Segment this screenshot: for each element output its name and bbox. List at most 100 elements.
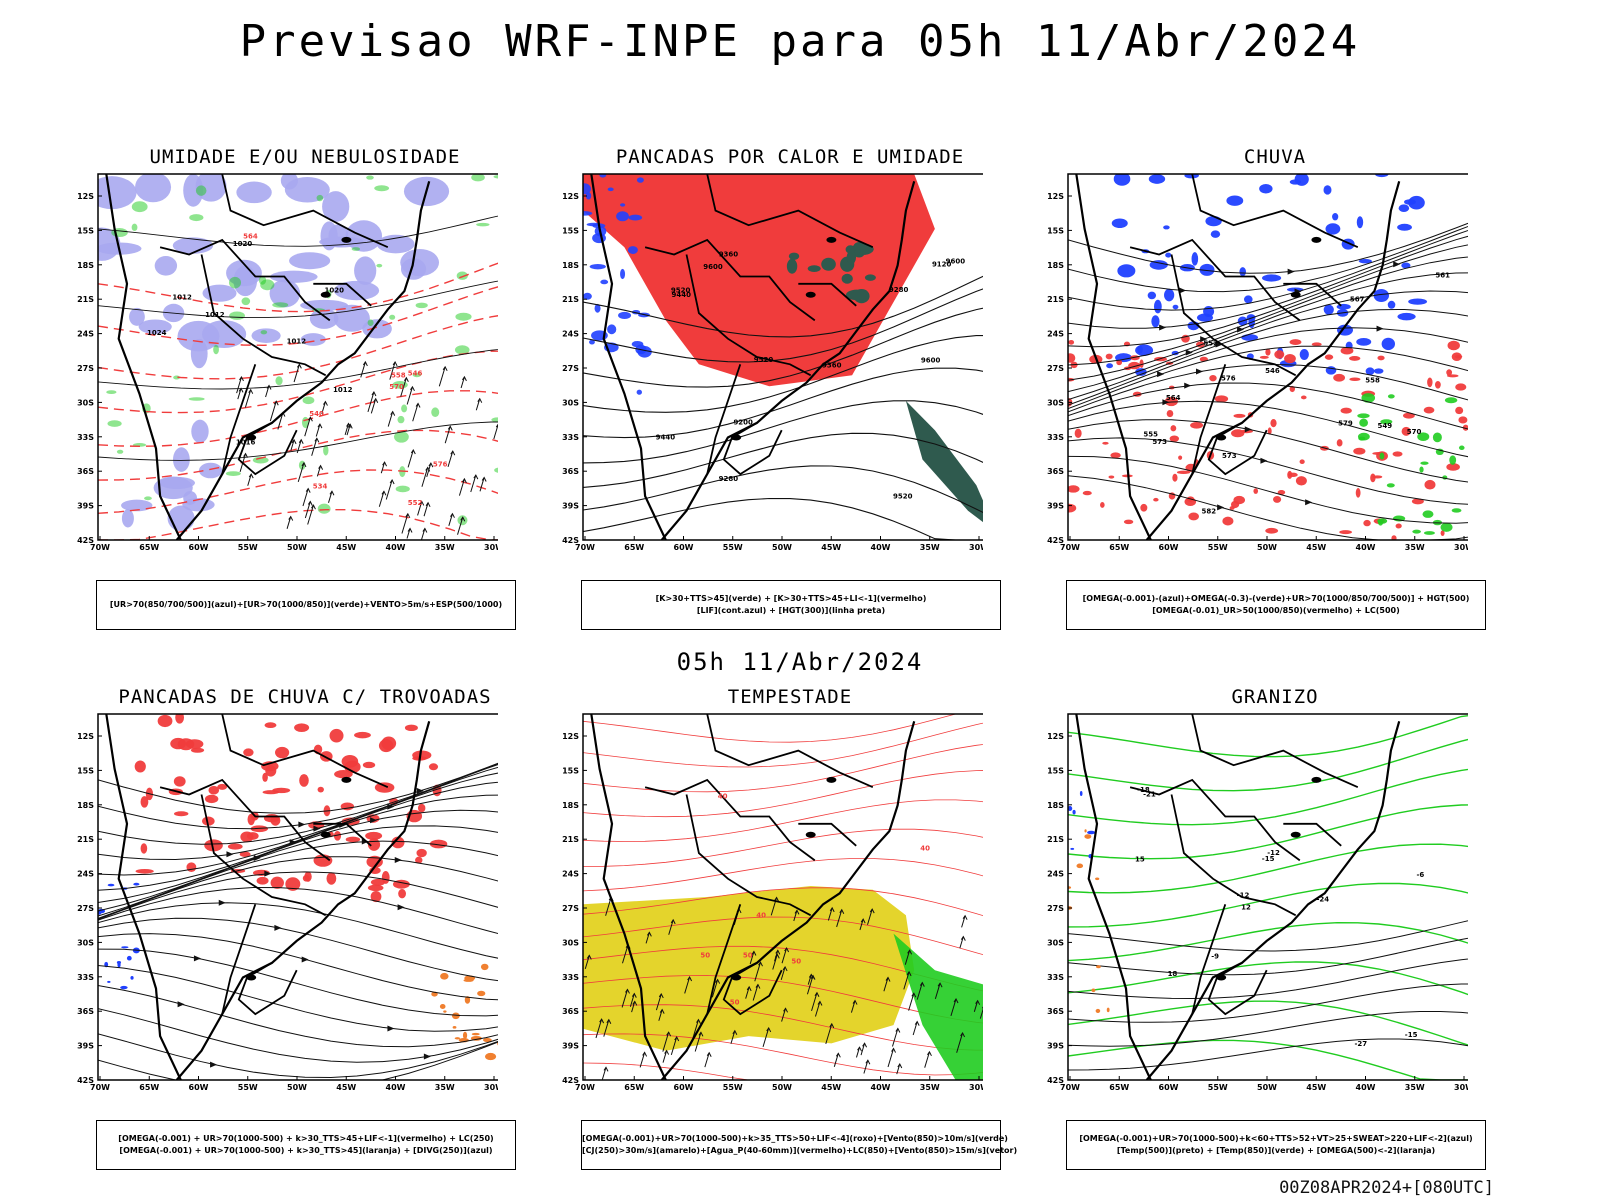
contour-line — [98, 286, 498, 347]
lat-label: 39S — [77, 502, 94, 511]
contour-line — [1068, 843, 1468, 894]
contour-label: 12 — [1241, 903, 1251, 911]
wind-vector-head — [442, 365, 448, 372]
lon-label: 60W — [674, 1083, 694, 1092]
wind-vector — [423, 502, 429, 517]
country-border — [706, 904, 742, 1015]
contour-label: 9360 — [719, 250, 739, 258]
field-blob — [841, 273, 853, 284]
wind-vector — [924, 1051, 930, 1068]
wind-vector — [370, 398, 377, 414]
contour-label: 576 — [1221, 374, 1236, 382]
field-blob — [227, 843, 243, 850]
wind-vector-head — [658, 992, 664, 999]
streamline — [1068, 229, 1468, 311]
country-border — [313, 822, 372, 847]
field-blob — [289, 252, 331, 270]
field-blob — [1068, 485, 1080, 493]
wind-vector-head — [829, 906, 835, 913]
contour-line — [583, 288, 983, 363]
field-blob — [269, 270, 318, 283]
field-blob — [1102, 441, 1109, 445]
field-blob — [415, 302, 428, 309]
coastline-west — [105, 714, 182, 1080]
field-blob — [389, 314, 396, 320]
wind-vector-head — [462, 375, 467, 382]
wind-vector-head — [329, 490, 335, 496]
streamline — [98, 948, 498, 1017]
wind-vector-head — [296, 363, 302, 369]
wind-vector-head — [783, 1007, 789, 1013]
lon-label: 50W — [287, 543, 307, 552]
field-blob — [294, 723, 310, 732]
country-border — [221, 174, 389, 249]
lat-label: 21S — [1047, 835, 1064, 844]
field-blob — [1324, 354, 1334, 360]
wind-vector — [629, 993, 635, 1007]
field-blob — [1462, 424, 1468, 431]
country-border — [1129, 238, 1301, 322]
contour-label: 1020 — [324, 286, 344, 294]
contour-label: 9600 — [921, 357, 941, 365]
field-blob — [398, 888, 406, 899]
country-border — [200, 254, 327, 377]
streamline — [1068, 235, 1468, 329]
contour-label: 540 — [309, 410, 324, 418]
wind-vector-head — [307, 500, 313, 506]
country-border — [1283, 822, 1342, 847]
field-blob — [1311, 342, 1322, 347]
field-blob — [1084, 834, 1092, 839]
field-blob — [1267, 427, 1272, 435]
field-blob — [191, 419, 209, 444]
wind-vector-head — [953, 997, 959, 1004]
lat-label: 24S — [1047, 870, 1064, 879]
contour-line — [98, 215, 498, 247]
legend-line: [OMEGA(-0.001) + UR>70(1000-500) + k>30_… — [118, 1134, 494, 1143]
field-blob — [1123, 519, 1134, 525]
country-border — [221, 904, 257, 1015]
field-blob — [1274, 350, 1285, 359]
coastline-west — [1075, 174, 1152, 540]
field-blob — [1357, 413, 1370, 419]
field-blob — [229, 311, 245, 320]
wind-vector-head — [301, 461, 307, 468]
field-blob — [1068, 339, 1075, 345]
lat-label: 42S — [1047, 1076, 1064, 1085]
field-blob — [807, 265, 821, 273]
wind-vector-head — [852, 999, 858, 1005]
lon-label: 60W — [1159, 1083, 1179, 1092]
country-border — [685, 254, 812, 377]
field-blob — [471, 174, 485, 182]
wind-vector — [781, 1008, 787, 1022]
wind-vector — [903, 971, 910, 990]
field-blob — [1068, 886, 1072, 889]
field-blob — [144, 496, 152, 501]
streamline — [1068, 400, 1468, 458]
wind-vector — [825, 1023, 833, 1044]
streamline — [1068, 437, 1468, 505]
streamline-arrow — [301, 956, 309, 963]
field-blob — [1440, 522, 1453, 532]
map-layers: 50 40 50 40 50 40 50 — [583, 714, 983, 1080]
field-blob — [1113, 174, 1131, 186]
field-blob — [1209, 374, 1217, 382]
wind-vector-head — [775, 949, 781, 955]
field-blob — [412, 372, 422, 378]
wind-vector-head — [810, 974, 816, 980]
field-blob — [412, 750, 432, 760]
contour-line — [98, 349, 498, 390]
lon-label: 50W — [287, 1083, 307, 1092]
field-blob — [157, 714, 173, 728]
panel-legend: [OMEGA(-0.001)+UR>70(1000-500)+k<60+TTS>… — [1066, 1120, 1486, 1170]
instability-area-ocean — [905, 400, 983, 523]
field-blob — [120, 985, 128, 990]
lon-label: 35W — [435, 543, 455, 552]
wind-vector-head — [732, 1029, 738, 1035]
wind-vector-head — [362, 360, 368, 367]
field-blob — [1412, 529, 1421, 534]
streamline-arrow — [1157, 371, 1165, 378]
contour-label: 9120 — [932, 260, 952, 268]
lon-label: 70W — [575, 1083, 595, 1092]
wind-vector — [908, 993, 915, 1011]
streamline-arrow — [397, 904, 405, 911]
